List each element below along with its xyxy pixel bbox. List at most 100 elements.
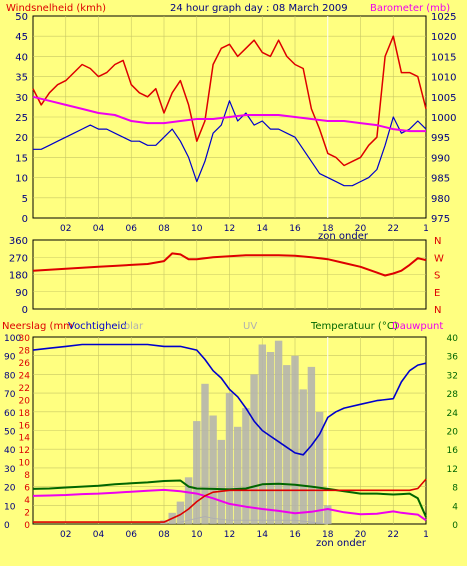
rain-y-tick-label: 10	[19, 459, 31, 469]
solar-bar	[250, 374, 258, 524]
rain-y-tick-label: 28	[19, 346, 31, 356]
wind-y-tick-label: 10	[15, 174, 28, 185]
rain-y-tick-label: 24	[19, 371, 31, 381]
rain-y-tick-label: 16	[19, 421, 31, 431]
x-tick-label: 12	[224, 224, 235, 234]
solar-bar	[209, 415, 217, 524]
solar-bar	[258, 344, 266, 524]
temperature-y-tick-label: 28	[447, 390, 459, 400]
x-tick-label: 10	[191, 224, 203, 234]
direction-y-tick-label: 0	[22, 305, 28, 316]
rain-y-tick-label: 4	[24, 496, 30, 506]
direction-panel-series	[32, 252, 427, 277]
rain-y-tick-label: 8	[24, 471, 30, 481]
direction-y-tick-label: 360	[9, 236, 28, 247]
humidity-panel-series	[32, 343, 427, 525]
humidity-y-tick-label: 90	[4, 353, 16, 363]
humidity-y-tick-label: 80	[4, 371, 16, 381]
direction-y-tick-label: 90	[15, 288, 28, 299]
rain-y-tick-label: 18	[19, 409, 31, 419]
temperature-y-tick-label: 16	[447, 446, 459, 456]
baro-y-tick-label: 980	[431, 194, 450, 205]
compass-tick-label: N	[434, 305, 441, 316]
temperature-y-tick-label: 36	[447, 353, 459, 363]
rain-y-tick-label: 12	[19, 446, 30, 456]
x-tick-label: 08	[158, 530, 170, 540]
x-tick-label: 20	[355, 530, 367, 540]
humidity-panel-ticks: 0102030405060708090100024681012141618202…	[4, 334, 458, 540]
x-tick-label: 02	[60, 224, 71, 234]
humidity-axis-title: Vochtigheid	[68, 321, 127, 332]
temperature-y-tick-label: 40	[447, 334, 459, 344]
solar-bar	[291, 355, 299, 524]
direction-y-tick-label: 180	[9, 271, 28, 282]
rain-y-tick-label: 30	[19, 334, 31, 344]
humidity-y-tick-label: 50	[4, 428, 16, 438]
solar-bar	[201, 383, 209, 525]
humidity-y-tick-label: 20	[4, 484, 16, 494]
baro-y-tick-label: 975	[431, 214, 450, 225]
wind-y-tick-label: 50	[15, 12, 28, 23]
x-tick-label: 12	[224, 530, 235, 540]
rain-y-tick-label: 20	[19, 396, 31, 406]
x-tick-label: 02	[60, 530, 71, 540]
graph-title: 24 hour graph day : 08 March 2009	[170, 3, 348, 14]
x-tick-label: 06	[126, 224, 138, 234]
baro-y-tick-label: 1010	[431, 73, 456, 84]
direction-y-tick-label: 270	[9, 253, 28, 264]
wind-panel-series	[32, 35, 427, 187]
humidity-y-tick-label: 10	[4, 502, 16, 512]
rain-y-tick-label: 0	[24, 521, 30, 531]
wind-y-tick-label: 45	[15, 32, 28, 43]
x-tick-label: 18	[322, 224, 334, 234]
rain-y-tick-label: 22	[19, 384, 30, 394]
solar-label: olar	[124, 321, 144, 332]
solar-bar	[176, 501, 185, 524]
solar-bar	[266, 352, 275, 524]
temperature-line	[32, 479, 427, 518]
temperature-y-tick-label: 8	[452, 484, 458, 494]
sunset-label-bottom: zon onder	[316, 538, 367, 549]
solar-bar	[193, 421, 201, 524]
wind-y-tick-label: 15	[15, 153, 28, 164]
temperature-y-tick-label: 20	[447, 428, 459, 438]
rain-y-tick-label: 2	[24, 509, 30, 519]
solar-bar	[274, 340, 283, 524]
wind-panel-ticks: 0510152025303540455097598098599099510001…	[15, 12, 456, 234]
temperature-y-tick-label: 4	[452, 502, 458, 512]
x-tick-label: 16	[289, 530, 301, 540]
compass-tick-label: E	[434, 288, 440, 299]
humidity-y-tick-label: 60	[4, 409, 16, 419]
wind-axis-title: Windsnelheid (kmh)	[6, 3, 106, 14]
humidity-y-tick-label: 40	[4, 446, 16, 456]
barometer-line	[32, 95, 426, 133]
temperature-y-tick-label: 12	[447, 465, 458, 475]
humidity-y-tick-label: 30	[4, 465, 16, 475]
x-tick-label: 04	[93, 530, 105, 540]
x-tick-label: 20	[355, 224, 367, 234]
x-tick-label: 22	[388, 224, 399, 234]
x-tick-label: 18	[322, 530, 334, 540]
solar-bars	[160, 340, 332, 525]
wind-y-tick-label: 30	[15, 93, 28, 104]
x-tick-label: 22	[388, 530, 399, 540]
dewpoint-line	[32, 488, 427, 522]
temperature-axis-title: Temperatuur (°C)	[310, 321, 398, 332]
wind-average-line	[33, 100, 427, 187]
baro-y-tick-label: 1005	[431, 93, 456, 104]
humidity-line	[32, 343, 427, 456]
wind-y-tick-label: 25	[15, 113, 28, 124]
x-tick-label: 06	[126, 530, 138, 540]
direction-panel-grid	[33, 240, 426, 309]
solar-bar	[234, 426, 242, 524]
rain-y-tick-label: 26	[19, 359, 31, 369]
humidity-y-tick-label: 0	[4, 521, 10, 531]
x-tick-label: 08	[158, 224, 170, 234]
baro-y-tick-label: 1000	[431, 113, 456, 124]
x-tick-label: 04	[93, 224, 105, 234]
baro-y-tick-label: 1025	[431, 12, 456, 23]
wind-y-tick-label: 35	[15, 73, 28, 84]
solar-bar	[324, 505, 332, 524]
solar-bar	[217, 439, 225, 524]
x-tick-label: 10	[191, 530, 203, 540]
